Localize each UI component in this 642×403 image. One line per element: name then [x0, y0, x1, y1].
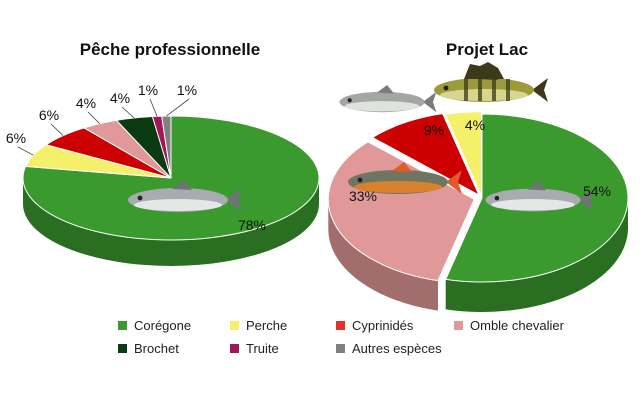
roach-icon	[339, 85, 437, 113]
data-label-perche: 4%	[465, 117, 485, 133]
pie-slice-perche	[444, 111, 482, 196]
legend-item-perche: Perche	[230, 318, 287, 333]
legend-swatch	[118, 344, 127, 353]
pie-wall-coregone	[23, 178, 319, 266]
data-label-cyprinides: 9%	[424, 122, 444, 138]
legend-label: Brochet	[134, 341, 179, 356]
chart-title-right: Projet Lac	[446, 40, 528, 59]
legend-item-omble: Omble chevalier	[454, 318, 564, 333]
legend-swatch	[230, 344, 239, 353]
legend-label: Truite	[246, 341, 279, 356]
legend-swatch	[118, 321, 127, 330]
data-label-omble-chevalier: 4%	[76, 95, 96, 111]
data-label-omble-chevalier: 33%	[349, 188, 377, 204]
data-label-coregone: 54%	[583, 183, 611, 199]
whitefish-icon	[485, 181, 594, 212]
data-label-autres-especes: 1%	[177, 82, 197, 98]
legend-swatch	[230, 321, 239, 330]
data-label-coregone: 78%	[238, 217, 266, 233]
pie-wall-omble-chevalier	[328, 199, 439, 311]
legend-label: Omble chevalier	[470, 318, 564, 333]
legend-label: Autres espèces	[352, 341, 442, 356]
leader-line-autres-especes	[166, 98, 190, 117]
data-label-perche: 6%	[6, 130, 26, 146]
pie-slice-cyprinides	[371, 113, 481, 197]
pie-right	[327, 111, 629, 312]
fish-illustrations	[128, 62, 594, 212]
leader-line-brochet	[121, 106, 135, 119]
arctic-char-icon	[348, 162, 462, 194]
legend-swatch	[336, 321, 345, 330]
legend-item-truite: Truite	[230, 341, 279, 356]
leader-line-truite	[149, 98, 158, 117]
legend-item-cyprinides: Cyprinidés	[336, 318, 413, 333]
legend-item-autres: Autres espèces	[336, 341, 442, 356]
chart-title-left: Pêche professionnelle	[80, 40, 260, 59]
whitefish-icon	[128, 180, 242, 212]
legend-swatch	[454, 321, 463, 330]
legend-label: Cyprinidés	[352, 318, 414, 333]
leader-line-omble-chevalier	[87, 111, 100, 124]
data-label-truite: 1%	[138, 82, 158, 98]
data-label-cyprinides: 6%	[39, 107, 59, 123]
labels-left: 78% 6% 6% 4% 4% 1% 1%	[6, 82, 266, 233]
legend-item-brochet: Brochet	[118, 341, 179, 356]
legend-label: Perche	[246, 318, 288, 333]
leader-line-cyprinides	[50, 123, 64, 136]
leader-line-perche	[17, 146, 34, 156]
perch-icon	[434, 62, 548, 102]
pie-wall-coregone	[445, 198, 628, 312]
legend-label: Corégone	[134, 318, 192, 333]
data-label-brochet: 4%	[110, 90, 130, 106]
labels-right: 54% 33% 9% 4%	[349, 117, 611, 204]
legend-item-coregone: Corégone	[118, 318, 191, 333]
legend-swatch	[336, 344, 345, 353]
